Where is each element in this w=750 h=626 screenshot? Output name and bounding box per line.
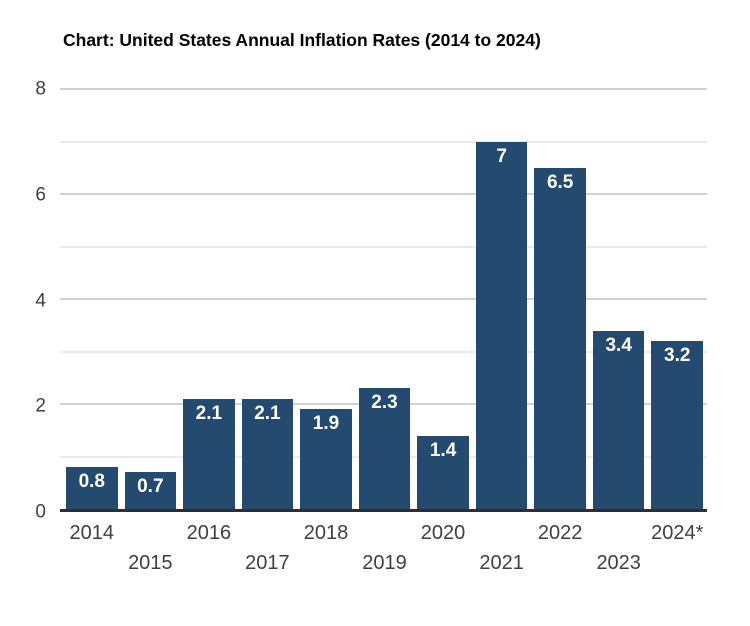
bar-column-2019: 2.3 2019 [358,89,411,573]
bar-2016: 2.1 [183,398,235,509]
y-tick-label-8: 8 [35,78,46,100]
bar-value-label: 2.1 [195,402,223,424]
gridline-y7 [60,140,707,143]
x-axis-label-2015: 2015 [128,552,173,574]
gridline-y8 [60,88,707,90]
bar-column-2023: 3.4 2023 [592,89,645,573]
bar-2022: 6.5 [534,167,586,509]
y-tick-label-4: 4 [35,290,46,311]
bar-2019: 2.3 [358,388,411,509]
gridline-y3 [60,350,707,353]
bars-container: 0.8 2014 0.7 2015 2.1 2016 2.1 2017 1.9 2018 2.3 20… [66,89,704,573]
x-axis-label-2022: 2022 [537,522,583,544]
chart-title: Chart: United States Annual Inflation Ra… [63,30,541,50]
gridline-y4 [60,298,707,300]
bar-value-label: 2.3 [371,392,398,414]
bar-column-2021: 7 2021 [475,89,528,573]
bar-2023: 3.4 [592,330,645,509]
plot-area: 0.8 2014 0.7 2015 2.1 2016 2.1 2017 1.9 2018 2.3 20… [60,88,707,573]
bar-2014: 0.8 [66,467,118,509]
x-axis-label-2021: 2021 [479,552,524,574]
bar-value-label: 3.4 [605,334,632,356]
bar-value-label: 3.2 [664,345,691,366]
bar-value-label: 7 [496,145,507,167]
y-tick-label-0: 0 [35,501,46,523]
bar-value-label: 1.4 [429,439,457,461]
bar-2024*: 3.2 [651,341,704,509]
x-axis-label-2020: 2020 [420,522,466,544]
y-axis-tick-labels: 0 2 4 6 8 [0,80,46,522]
bar-value-label: 0.7 [137,476,164,498]
x-axis-label-2019: 2019 [362,552,407,574]
y-tick-label-6: 6 [35,184,46,206]
bar-value-label: 6.5 [546,171,574,193]
bar-2015: 0.7 [124,472,177,509]
bar-value-label: 1.9 [312,413,340,435]
x-axis-label-2017: 2017 [245,552,290,574]
bar-value-label: 2.1 [254,402,281,424]
gridline-y6 [60,193,707,195]
y-tick-label-2: 2 [35,395,46,417]
x-axis-label-2014: 2014 [69,522,115,544]
x-axis-label-2018: 2018 [303,522,349,544]
bar-column-2024*: 3.2 2024* [651,89,704,543]
bar-column-2017: 2.1 2017 [241,89,294,573]
bar-column-2020: 1.4 2020 [417,89,469,543]
bar-column-2022: 6.5 2022 [534,89,586,543]
bar-value-label: 0.8 [78,471,105,492]
bar-2021: 7 [475,141,528,509]
bar-2020: 1.4 [417,435,469,509]
gridline-y5 [60,245,707,248]
bar-column-2016: 2.1 2016 [183,89,235,543]
bar-column-2018: 1.9 2018 [300,89,352,543]
x-axis-label-2016: 2016 [186,522,232,544]
x-axis-label-2024*: 2024* [651,522,704,544]
bar-2017: 2.1 [241,398,294,509]
bar-column-2014: 0.8 2014 [66,89,118,543]
x-axis-label-2023: 2023 [596,552,641,574]
bar-2018: 1.9 [300,409,352,509]
bar-column-2015: 0.7 2015 [124,89,177,573]
